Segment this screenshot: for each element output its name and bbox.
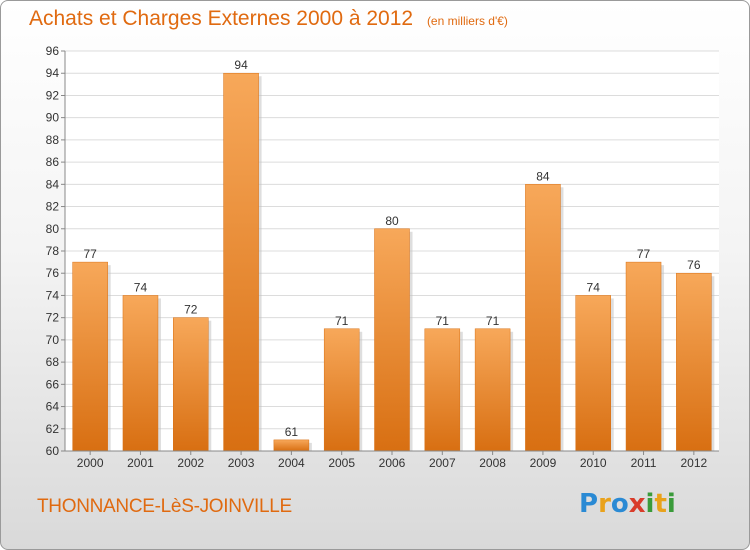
x-tick-label: 2010	[580, 456, 607, 470]
logo-letter: i	[645, 489, 655, 519]
data-label: 80	[385, 214, 399, 228]
y-tick-label: 96	[46, 44, 60, 58]
data-label: 84	[536, 169, 550, 183]
y-tick-label: 66	[46, 377, 60, 391]
x-tick-label: 2002	[177, 456, 204, 470]
data-label: 72	[184, 303, 198, 317]
chart-title-text: Achats et Charges Externes 2000 à 2012	[29, 7, 414, 30]
y-tick-label: 90	[46, 111, 60, 125]
y-tick-label: 82	[46, 200, 60, 214]
data-label: 77	[83, 247, 97, 261]
y-tick-label: 86	[46, 155, 60, 169]
bar	[474, 328, 511, 452]
data-label: 74	[134, 280, 148, 294]
data-label: 74	[587, 280, 601, 294]
x-tick-label: 2004	[278, 456, 305, 470]
bars: 77 74 72 94 61 71 80 71 71 84 74 77 76	[72, 58, 715, 452]
bar	[575, 295, 611, 452]
data-label: 77	[637, 247, 651, 261]
proxiti-logo: Proxiti	[579, 489, 676, 519]
x-tick-label: 2006	[379, 456, 406, 470]
bar	[72, 261, 108, 452]
y-tick-label: 74	[46, 288, 60, 302]
data-label: 71	[436, 314, 450, 328]
x-tick-label: 2008	[479, 456, 506, 470]
data-label: 71	[335, 314, 349, 328]
x-tick-label: 2012	[680, 456, 707, 470]
y-tick-label: 84	[46, 177, 60, 191]
y-tick-label: 60	[46, 444, 60, 458]
logo-letter: r	[598, 489, 611, 519]
y-tick-label: 70	[46, 333, 60, 347]
commune-name: THONNANCE-LèS-JOINVILLE	[37, 496, 292, 517]
bar	[273, 439, 310, 452]
data-label: 71	[486, 314, 500, 328]
data-label: 61	[285, 425, 299, 439]
bar	[122, 295, 159, 452]
bar	[223, 72, 259, 452]
x-tick-label: 2007	[429, 456, 456, 470]
bar	[625, 261, 662, 452]
logo-letter: o	[610, 489, 629, 519]
bar	[323, 328, 360, 452]
y-tick-label: 88	[46, 133, 60, 147]
logo-letter: x	[628, 489, 646, 519]
bar	[173, 317, 209, 452]
x-tick-label: 2005	[328, 456, 355, 470]
data-label: 76	[687, 258, 701, 272]
chart-subtitle: (en milliers d'€)	[426, 14, 508, 28]
logo-letter: t	[654, 489, 667, 519]
x-tick-label: 2011	[631, 456, 657, 470]
y-tick-label: 64	[46, 400, 60, 414]
y-tick-label: 92	[46, 88, 60, 102]
logo-letter: P	[579, 489, 599, 519]
logo-letter: i	[666, 489, 676, 519]
y-tick-label: 80	[46, 222, 60, 236]
bar	[374, 228, 410, 452]
y-tick-label: 68	[46, 355, 60, 369]
y-tick-label: 72	[46, 311, 60, 325]
x-tick-label: 2001	[127, 456, 154, 470]
x-tick-label: 2003	[228, 456, 255, 470]
axes: 60 62 64 66 68 70 72 74 76 78 80 82 84 86 88 90 92 94 96 20…	[46, 44, 719, 470]
bar	[424, 328, 461, 452]
data-label: 94	[234, 58, 248, 72]
x-tick-label: 2000	[77, 456, 104, 470]
y-tick-label: 94	[46, 66, 60, 80]
x-tick-label: 2009	[530, 456, 557, 470]
bar	[676, 272, 712, 452]
y-tick-label: 78	[46, 244, 60, 258]
chart-title: Achats et Charges Externes 2000 à 2012 (…	[29, 7, 508, 31]
y-tick-label: 62	[46, 422, 60, 436]
y-tick-label: 76	[46, 266, 60, 280]
bar	[525, 184, 561, 452]
